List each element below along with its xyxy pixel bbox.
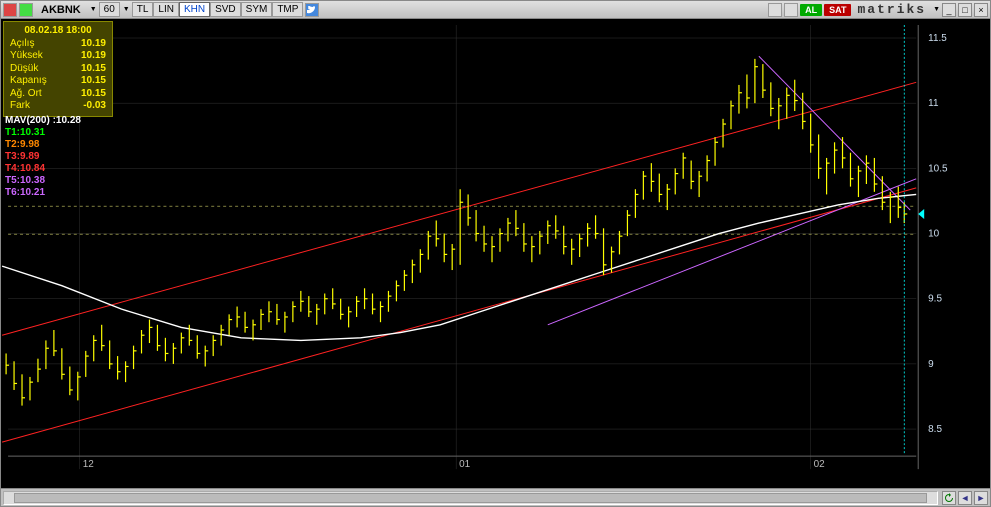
toolbar-button-svd[interactable]: SVD (210, 2, 241, 17)
indicator-line: T6:10.21 (5, 187, 81, 199)
toolbar-button-tl[interactable]: TL (132, 2, 154, 17)
indicator-line: T4:10.84 (5, 163, 81, 175)
indicator-line: T5:10.38 (5, 175, 81, 187)
buy-pill[interactable]: AL (800, 4, 822, 16)
svg-text:11.5: 11.5 (928, 33, 947, 44)
indicator-line: T3:9.89 (5, 151, 81, 163)
svg-text:12: 12 (83, 459, 95, 470)
ohlc-panel: 08.02.18 18:00 Açılış10.19Yüksek10.19Düş… (3, 21, 113, 117)
sell-pill[interactable]: SAT (824, 4, 851, 16)
period-button[interactable]: 60 (99, 2, 120, 17)
tool-icon-b[interactable] (784, 3, 798, 17)
ohlc-row: Açılış10.19 (10, 38, 106, 51)
indicator-line: MAV(200) :10.28 (5, 115, 81, 127)
refresh-icon[interactable] (942, 491, 956, 505)
toolbar: AKBNK ▼ 60 ▼ TLLINKHNSVDSYMTMP AL SAT ma… (1, 1, 990, 19)
ohlc-row: Ağ. Ort10.15 (10, 88, 106, 101)
indicator-line: T2:9.98 (5, 139, 81, 151)
close-button[interactable]: × (974, 3, 988, 17)
brand-menu-icon[interactable]: ▼ (932, 6, 940, 13)
ticker-symbol[interactable]: AKBNK (35, 4, 87, 16)
period-dropdown-icon[interactable]: ▼ (122, 6, 130, 13)
ohlc-row: Düşük10.15 (10, 63, 106, 76)
bottom-bar: ◄ ► (1, 488, 990, 506)
toolbar-button-lin[interactable]: LIN (153, 2, 179, 17)
ohlc-row: Kapanış10.15 (10, 75, 106, 88)
svg-text:10.5: 10.5 (928, 163, 948, 174)
price-chart[interactable]: 8.5 9 9.5 10 10.5 11 11.5 12 01 02 (1, 19, 990, 488)
minimize-button[interactable]: _ (942, 3, 956, 17)
ohlc-row: Yüksek10.19 (10, 50, 106, 63)
toolbar-button-tmp[interactable]: TMP (272, 2, 303, 17)
toolbar-button-khn[interactable]: KHN (179, 2, 210, 17)
twitter-icon[interactable] (305, 3, 319, 17)
scrollbar-thumb[interactable] (14, 493, 927, 503)
ticker-dropdown-icon[interactable]: ▼ (89, 6, 97, 13)
horizontal-scrollbar[interactable] (3, 491, 938, 505)
maximize-button[interactable]: □ (958, 3, 972, 17)
svg-text:9: 9 (928, 359, 934, 370)
svg-text:01: 01 (459, 459, 471, 470)
svg-text:8.5: 8.5 (928, 424, 942, 435)
svg-text:02: 02 (814, 459, 826, 470)
tool-icon-a[interactable] (768, 3, 782, 17)
ohlc-timestamp: 08.02.18 18:00 (10, 25, 106, 38)
app-window: AKBNK ▼ 60 ▼ TLLINKHNSVDSYMTMP AL SAT ma… (0, 0, 991, 507)
svg-text:9.5: 9.5 (928, 294, 942, 305)
nav-right-icon[interactable]: ► (974, 491, 988, 505)
ohlc-row: Fark-0.03 (10, 100, 106, 113)
indicator-line: T1:10.31 (5, 127, 81, 139)
chart-type-icon-1[interactable] (3, 3, 17, 17)
svg-text:10: 10 (928, 229, 940, 240)
toolbar-button-sym[interactable]: SYM (241, 2, 273, 17)
indicator-list: MAV(200) :10.28T1:10.31T2:9.98T3:9.89T4:… (5, 115, 81, 199)
chart-area[interactable]: 8.5 9 9.5 10 10.5 11 11.5 12 01 02 08.02.18 18:00… (1, 19, 990, 488)
chart-type-icon-2[interactable] (19, 3, 33, 17)
nav-left-icon[interactable]: ◄ (958, 491, 972, 505)
brand-logo: matriks (853, 2, 930, 17)
svg-text:11: 11 (928, 98, 939, 109)
